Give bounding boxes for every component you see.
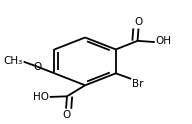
Text: CH₃: CH₃: [3, 56, 22, 66]
Text: O: O: [134, 17, 143, 27]
Text: O: O: [62, 110, 70, 120]
Text: O: O: [33, 62, 41, 72]
Text: OH: OH: [156, 36, 172, 46]
Text: Br: Br: [132, 79, 144, 90]
Text: HO: HO: [33, 92, 49, 102]
